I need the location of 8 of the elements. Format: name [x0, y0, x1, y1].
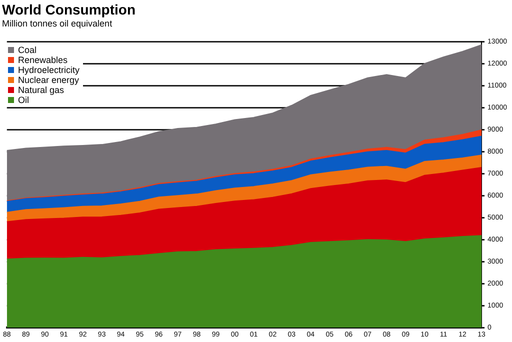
legend-label: Hydroelectricity [18, 65, 80, 75]
legend-label: Oil [18, 95, 29, 105]
legend-label: Coal [18, 45, 37, 55]
legend-label: Renewables [18, 55, 68, 65]
legend-label: Nuclear energy [18, 75, 80, 85]
chart-title: World Consumption [2, 1, 136, 18]
legend-label: Natural gas [18, 85, 64, 95]
chart-subtitle: Million tonnes oil equivalent [2, 18, 113, 29]
